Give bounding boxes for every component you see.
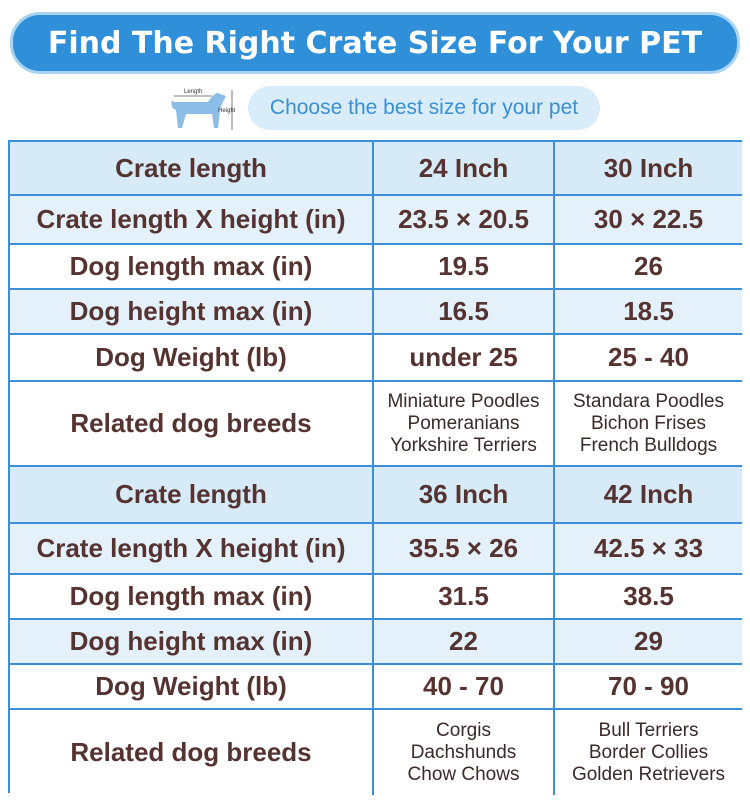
table-cell: 22 xyxy=(374,620,555,665)
table-cell: Miniature Poodles Pomeranians Yorkshire Te… xyxy=(374,382,555,467)
breed: Golden Retrievers xyxy=(571,763,726,785)
table-cell: Crate length X height (in) xyxy=(10,196,374,245)
table-cell: 35.5 × 26 xyxy=(374,524,555,575)
table-cell: 26 xyxy=(555,245,742,290)
table-cell: 38.5 xyxy=(555,575,742,620)
table-cell: 42 Inch xyxy=(555,467,742,524)
breed: Chow Chows xyxy=(407,763,520,785)
table-cell: 36 Inch xyxy=(374,467,555,524)
icon-label: Length xyxy=(184,89,202,95)
table-cell: 18.5 xyxy=(555,290,742,335)
table-cell: 25 - 40 xyxy=(555,335,742,382)
table-cell: Dog length max (in) xyxy=(10,245,374,290)
breed: Bull Terriers xyxy=(598,719,699,741)
table-cell: Related dog breeds xyxy=(10,710,374,795)
table-cell: Standara Poodles Bichon Frises French Bull… xyxy=(555,382,742,467)
table-cell: 70 - 90 xyxy=(555,665,742,710)
table-cell: Crate length X height (in) xyxy=(10,524,374,575)
breed: Standara Poodles xyxy=(572,390,725,412)
table-cell: Dog length max (in) xyxy=(10,575,374,620)
table-cell: 19.5 xyxy=(374,245,555,290)
title: Find The Right Crate Size For Your PET xyxy=(47,25,703,61)
table-cell: Dog height max (in) xyxy=(10,290,374,335)
table-cell: 29 xyxy=(555,620,742,665)
subtitle-pill: Choose the best size for your pet xyxy=(248,86,600,130)
breed: Corgis xyxy=(436,719,491,741)
table-cell: Bull Terriers Border Collies Golden Retrie… xyxy=(555,710,742,795)
dog-icon: Length Height xyxy=(171,89,236,130)
table-cell: under 25 xyxy=(374,335,555,382)
table-cell: 24 Inch xyxy=(374,142,555,196)
table-cell: Crate length xyxy=(10,142,374,196)
table-cell: Dog Weight (lb) xyxy=(10,665,374,710)
table-cell: Corgis Dachshunds Chow Chows xyxy=(374,710,555,795)
breed: Pomeranians xyxy=(407,412,520,434)
table-cell: Crate length xyxy=(10,467,374,524)
breed: Yorkshire Terriers xyxy=(390,434,537,456)
table-cell: Dog Weight (lb) xyxy=(10,335,374,382)
table-cell: Dog height max (in) xyxy=(10,620,374,665)
table-cell: 42.5 × 33 xyxy=(555,524,742,575)
breed: Miniature Poodles xyxy=(387,390,540,412)
table-cell: 30 × 22.5 xyxy=(555,196,742,245)
breed: Border Collies xyxy=(588,741,709,763)
table-cell: 31.5 xyxy=(374,575,555,620)
table-cell: 40 - 70 xyxy=(374,665,555,710)
table: Crate length 24 Inch 30 Inch Crate length X… xyxy=(8,140,742,795)
title-banner: Find The Right Crate Size For Your PET xyxy=(10,12,740,74)
table-cell: 23.5 × 20.5 xyxy=(374,196,555,245)
table-cell: 30 Inch xyxy=(555,142,742,196)
table-cell: Related dog breeds xyxy=(10,382,374,467)
table-cell: 16.5 xyxy=(374,290,555,335)
breed: Dachshunds xyxy=(410,741,517,763)
subtitle: Choose the best size for your pet xyxy=(269,96,579,119)
breed: French Bulldogs xyxy=(579,434,718,456)
icon-label: Height xyxy=(218,108,236,114)
breed: Bichon Frises xyxy=(590,412,707,434)
